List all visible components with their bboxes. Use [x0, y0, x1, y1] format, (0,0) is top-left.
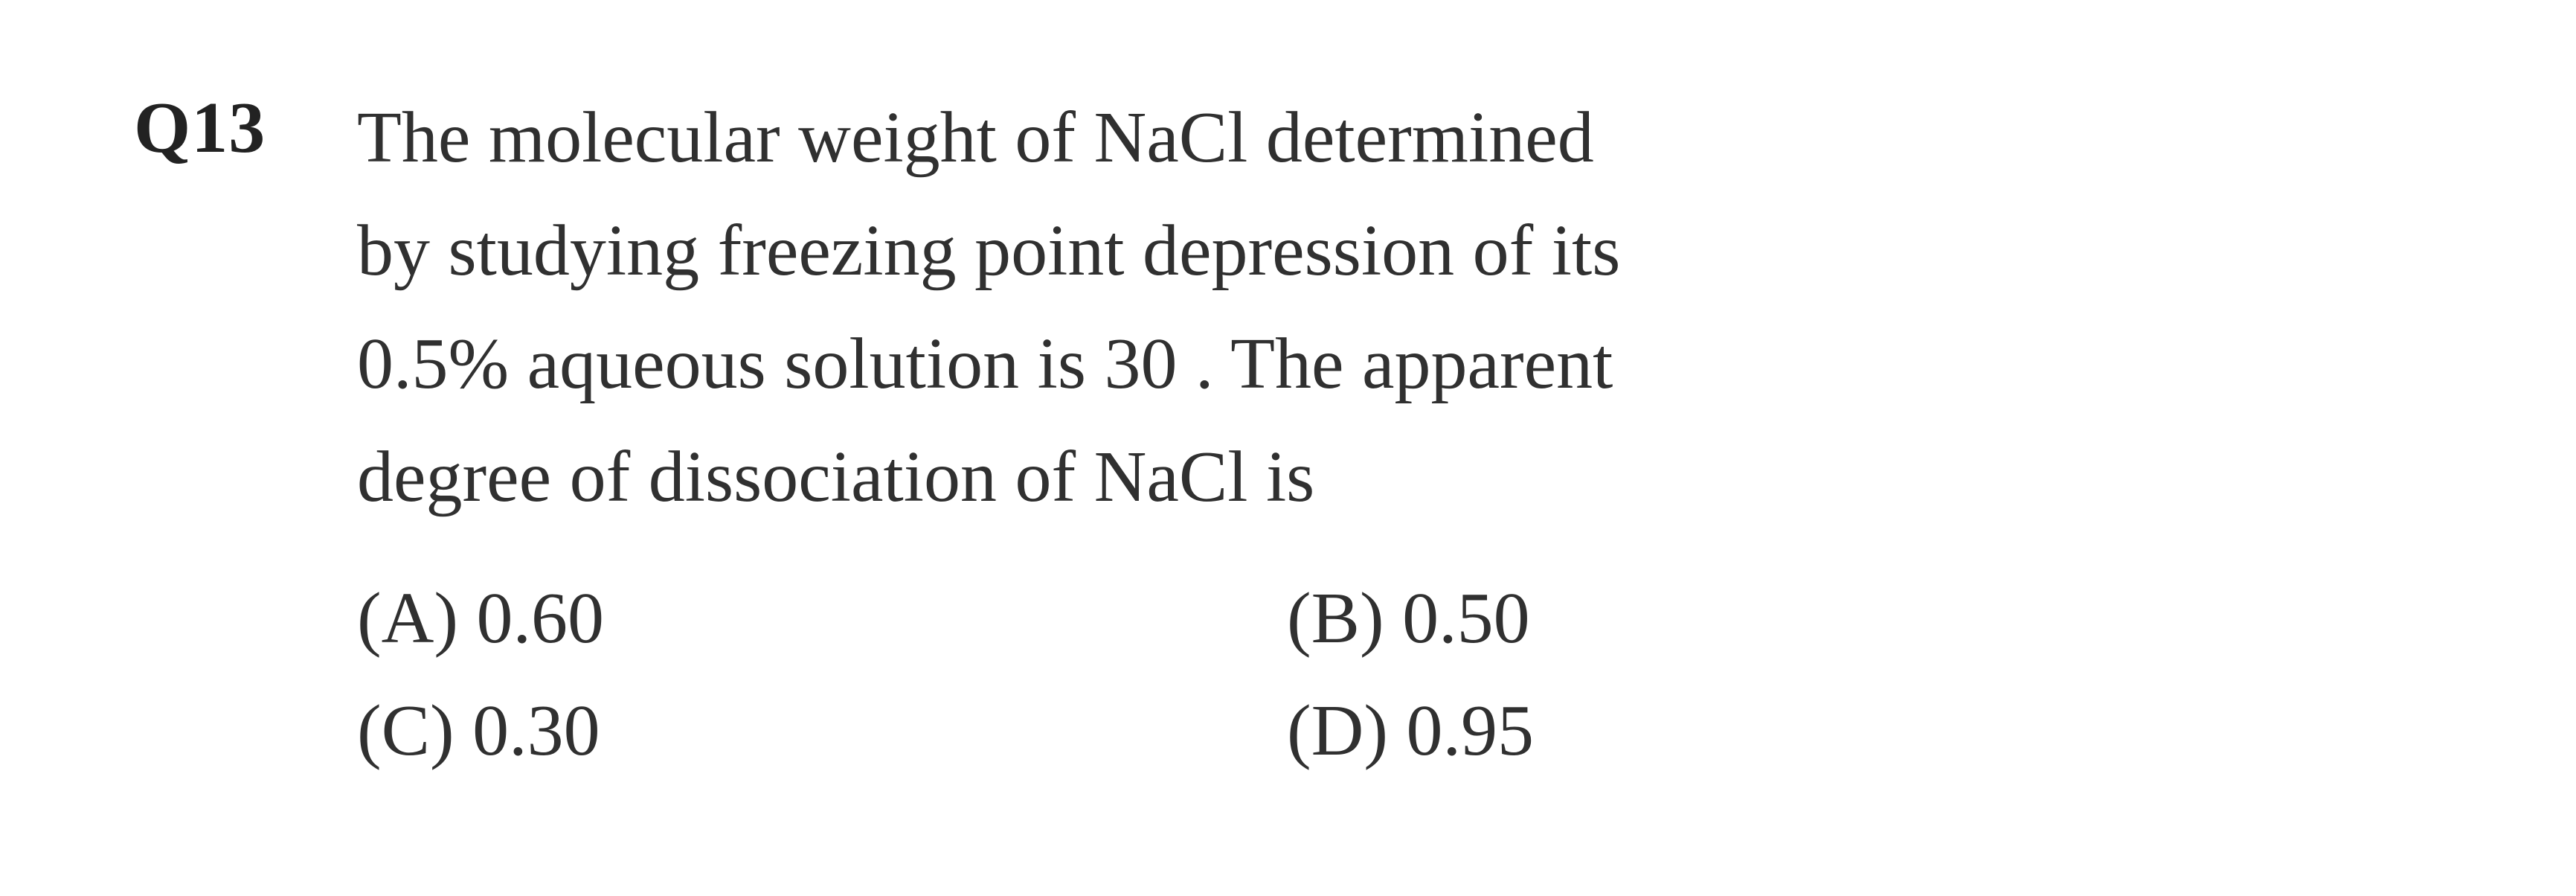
option-d: (D) 0.95	[1287, 675, 2217, 788]
question-line-3: 0.5% aqueous solution is 30 . The appare…	[357, 308, 2217, 421]
options-row-2: (C) 0.30 (D) 0.95	[357, 675, 2217, 788]
options-block: (A) 0.60 (B) 0.50 (C) 0.30 (D) 0.95	[357, 563, 2217, 789]
question-line-1: The molecular weight of NaCl determined	[357, 82, 2217, 195]
option-c: (C) 0.30	[357, 675, 1287, 788]
option-a: (A) 0.60	[357, 563, 1287, 676]
page: Q13 The molecular weight of NaCl determi…	[0, 0, 2576, 896]
question-body: The molecular weight of NaCl determined …	[357, 82, 2217, 788]
question-number: Q13	[134, 82, 357, 170]
option-b: (B) 0.50	[1287, 563, 2217, 676]
question-line-2: by studying freezing point depression of…	[357, 195, 2217, 308]
question-row: Q13 The molecular weight of NaCl determi…	[134, 82, 2442, 788]
options-row-1: (A) 0.60 (B) 0.50	[357, 563, 2217, 676]
question-line-4: degree of dissociation of NaCl is	[357, 421, 2217, 534]
